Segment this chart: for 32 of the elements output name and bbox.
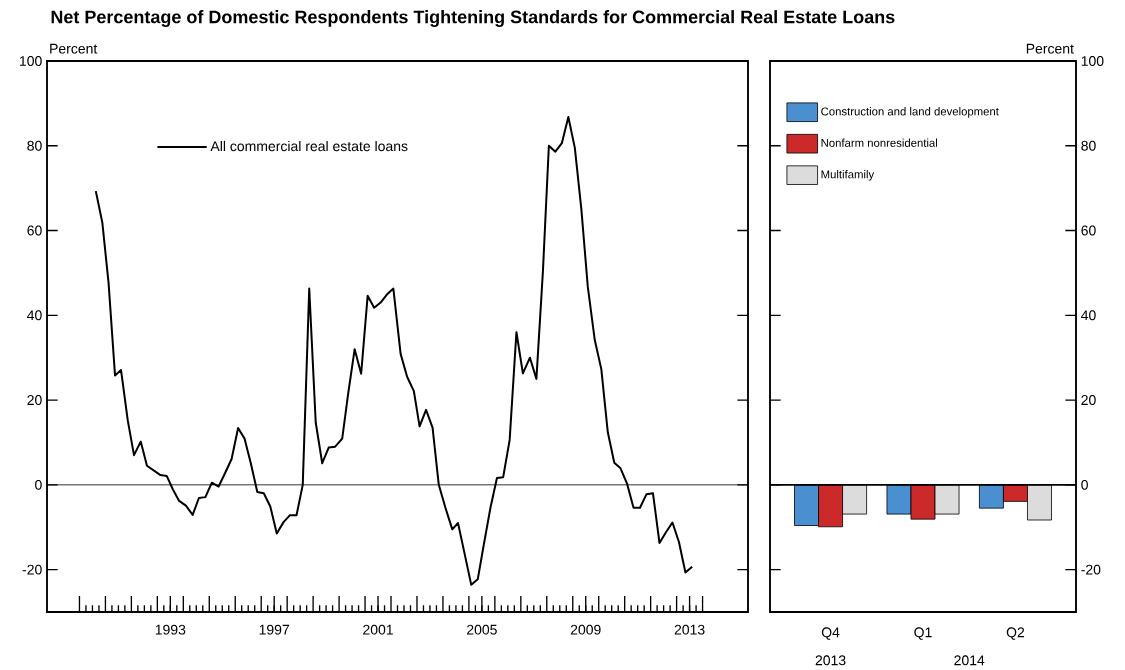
x-tick-label: 2005: [467, 624, 497, 635]
y-tick-label: 80: [27, 140, 42, 151]
x-tick-label: Q2: [1006, 627, 1025, 640]
y-tick-label: 40: [27, 310, 42, 321]
text: 2013: [815, 655, 846, 666]
x-tick-label: 2009: [570, 624, 601, 635]
y-tick-label: 20: [27, 395, 42, 406]
y-tick-label: 20: [1081, 395, 1096, 406]
y-tick-label: 60: [27, 225, 42, 236]
legend-label: Multifamily: [821, 170, 875, 181]
x-tick-label: Q1: [914, 627, 932, 640]
chart-title: Net Percentage of Domestic Respondents Tightening Standards for Commercial Real Estate Loans: [51, 10, 895, 28]
legend-label: Nonfarm nonresidential: [821, 138, 938, 148]
y-tick-label: 60: [1081, 225, 1096, 236]
y-axis-title: Percent: [1026, 44, 1074, 54]
y-tick-label: 100: [1081, 56, 1104, 67]
y-tick-label: -20: [22, 564, 42, 575]
x-tick-label: 2013: [674, 624, 705, 635]
y-tick-label: 0: [35, 480, 42, 490]
x-tick-label: 1997: [259, 624, 290, 635]
y-tick-label: 80: [1081, 140, 1096, 151]
x-tick-label: 2001: [363, 624, 393, 635]
text: 2014: [954, 655, 985, 666]
y-tick-label: 100: [20, 56, 42, 67]
x-tick-label: 1993: [155, 624, 186, 635]
legend-label: Construction and land development: [821, 107, 999, 118]
x-tick-label: Q4: [821, 627, 840, 640]
y-axis-title: Percent: [50, 44, 98, 54]
y-tick-label: 40: [1081, 310, 1096, 321]
legend-label: All commercial real estate loans: [210, 141, 408, 152]
y-tick-label: 0: [1081, 480, 1088, 490]
y-tick-label: -20: [1081, 564, 1101, 575]
